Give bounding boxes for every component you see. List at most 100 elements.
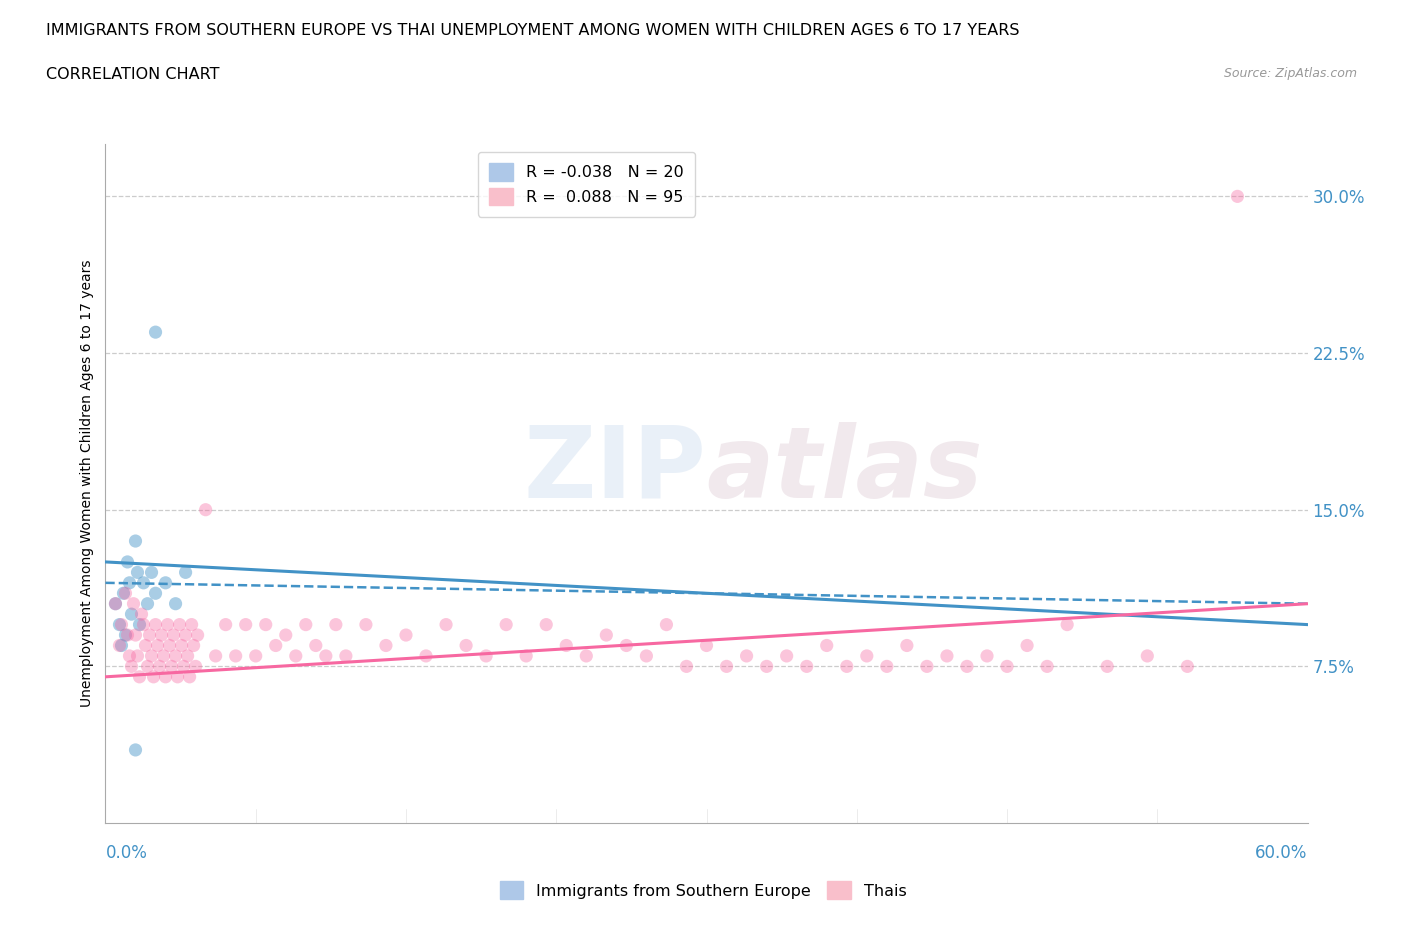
Point [156, 618, 179, 632]
Point [108, 618, 131, 632]
Point [534, 618, 557, 632]
Point [176, 648, 198, 663]
Point [128, 670, 150, 684]
Point [876, 659, 898, 674]
Point [136, 659, 159, 674]
Point [141, 648, 163, 663]
Point [616, 638, 638, 653]
Point [515, 648, 537, 663]
Point [325, 618, 347, 632]
Point [145, 325, 167, 339]
Point [150, 628, 173, 643]
Text: atlas: atlas [707, 421, 983, 519]
Point [117, 554, 139, 569]
Point [976, 648, 998, 663]
Text: IMMIGRANTS FROM SOUTHERN EUROPE VS THAI UNEMPLOYMENT AMONG WOMEN WITH CHILDREN A: IMMIGRANTS FROM SOUTHERN EUROPE VS THAI … [46, 23, 1019, 38]
Point [174, 628, 197, 643]
Point [114, 628, 136, 643]
Text: CORRELATION CHART: CORRELATION CHART [46, 67, 219, 82]
Point [118, 576, 141, 591]
Y-axis label: Unemployment Among Women with Children Ages 6 to 17 years: Unemployment Among Women with Children A… [80, 259, 94, 708]
Legend: R = -0.038   N = 20, R =  0.088   N = 95: R = -0.038 N = 20, R = 0.088 N = 95 [478, 153, 695, 217]
Point [110, 618, 132, 632]
Point [165, 596, 187, 611]
Point [114, 586, 136, 601]
Point [124, 628, 146, 643]
Point [146, 638, 169, 653]
Point [575, 648, 598, 663]
Point [434, 618, 457, 632]
Point [132, 618, 155, 632]
Point [696, 638, 718, 653]
Point [121, 606, 143, 621]
Point [254, 618, 277, 632]
Point [204, 648, 226, 663]
Point [155, 576, 177, 591]
Point [214, 618, 236, 632]
Point [1097, 659, 1119, 674]
Point [495, 618, 517, 632]
Point [112, 586, 135, 601]
Point [335, 648, 357, 663]
Point [118, 648, 141, 663]
Point [284, 648, 307, 663]
Point [160, 659, 183, 674]
Point [166, 670, 188, 684]
Point [128, 618, 150, 632]
Point [173, 659, 195, 674]
Point [354, 618, 377, 632]
Text: Source: ZipAtlas.com: Source: ZipAtlas.com [1223, 67, 1357, 80]
Point [295, 618, 318, 632]
Point [264, 638, 287, 653]
Point [225, 648, 247, 663]
Point [136, 596, 159, 611]
Point [735, 648, 758, 663]
Point [1226, 189, 1249, 204]
Text: 0.0%: 0.0% [105, 844, 148, 862]
Point [1015, 638, 1038, 653]
Point [145, 618, 167, 632]
Point [1136, 648, 1159, 663]
Point [135, 638, 157, 653]
Point [675, 659, 697, 674]
Point [956, 659, 979, 674]
Point [155, 670, 177, 684]
Point [716, 659, 738, 674]
Point [152, 648, 174, 663]
Point [159, 638, 181, 653]
Point [184, 659, 207, 674]
Point [170, 638, 193, 653]
Point [374, 638, 398, 653]
Point [245, 648, 267, 663]
Point [180, 618, 202, 632]
Point [110, 638, 132, 653]
Point [142, 670, 165, 684]
Point [131, 606, 153, 621]
Point [165, 648, 187, 663]
Point [145, 586, 167, 601]
Point [395, 628, 418, 643]
Point [104, 596, 127, 611]
Point [124, 534, 146, 549]
Point [475, 648, 498, 663]
Text: 60.0%: 60.0% [1256, 844, 1308, 862]
Legend: Immigrants from Southern Europe, Thais: Immigrants from Southern Europe, Thais [494, 875, 912, 905]
Point [183, 638, 205, 653]
Point [127, 648, 149, 663]
Point [117, 628, 139, 643]
Point [121, 659, 143, 674]
Point [138, 628, 160, 643]
Point [456, 638, 478, 653]
Point [148, 659, 170, 674]
Point [415, 648, 437, 663]
Point [169, 618, 191, 632]
Point [132, 576, 155, 591]
Point [855, 648, 877, 663]
Point [104, 596, 127, 611]
Point [1036, 659, 1059, 674]
Point [194, 502, 217, 517]
Point [122, 596, 145, 611]
Point [555, 638, 578, 653]
Point [315, 648, 337, 663]
Point [1175, 659, 1198, 674]
